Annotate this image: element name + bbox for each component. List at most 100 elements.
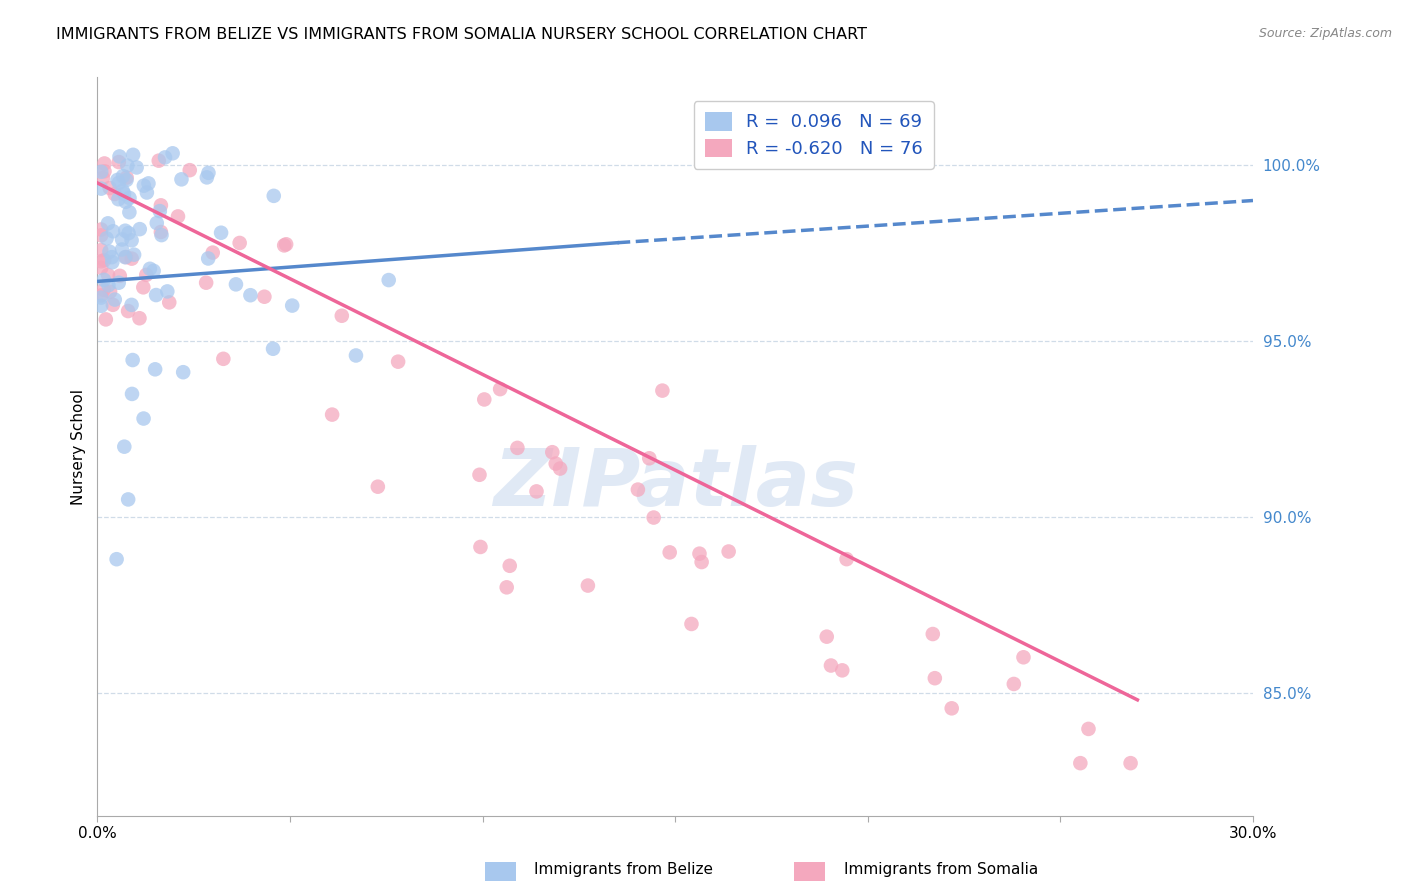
- Point: [145, 288, 167, 302]
- Point: [90, 181, 112, 195]
- Point: [97, 268, 120, 282]
- Legend: R =  0.096   N = 69, R = -0.620   N = 76: R = 0.096 N = 69, R = -0.620 N = 76: [695, 101, 934, 169]
- Point: [149, 225, 172, 239]
- Point: [90, 165, 112, 179]
- Point: [239, 288, 262, 302]
- Point: [115, 170, 138, 185]
- Point: [548, 461, 571, 475]
- Point: [281, 299, 304, 313]
- Point: [112, 169, 135, 183]
- Text: Immigrants from Somalia: Immigrants from Somalia: [844, 863, 1038, 877]
- Point: [472, 392, 495, 407]
- Point: [179, 163, 201, 178]
- Point: [132, 178, 155, 193]
- Point: [121, 252, 143, 266]
- Point: [121, 233, 143, 247]
- Point: [489, 382, 512, 396]
- Point: [157, 295, 180, 310]
- Point: [499, 558, 522, 573]
- Point: [276, 237, 298, 252]
- Point: [90, 291, 112, 305]
- Point: [138, 177, 160, 191]
- Point: [146, 216, 169, 230]
- Point: [835, 552, 858, 566]
- Point: [122, 148, 145, 162]
- Point: [387, 354, 409, 368]
- Point: [101, 224, 124, 238]
- Point: [153, 150, 176, 164]
- Point: [1012, 650, 1035, 665]
- Point: [108, 176, 131, 190]
- Point: [526, 484, 548, 499]
- Point: [367, 480, 389, 494]
- Point: [149, 198, 172, 212]
- Point: [139, 261, 162, 276]
- Point: [93, 283, 115, 297]
- Y-axis label: Nursery School: Nursery School: [72, 389, 86, 505]
- Point: [104, 293, 127, 307]
- Point: [107, 155, 129, 169]
- Point: [132, 411, 155, 425]
- Point: [98, 285, 121, 299]
- Point: [117, 159, 139, 173]
- Point: [263, 189, 285, 203]
- Point: [108, 149, 131, 163]
- Point: [495, 580, 517, 594]
- Point: [228, 235, 250, 250]
- Point: [98, 181, 121, 195]
- Point: [544, 457, 567, 471]
- Point: [150, 228, 173, 243]
- Point: [142, 264, 165, 278]
- Point: [143, 362, 166, 376]
- Point: [104, 186, 127, 201]
- Point: [93, 273, 115, 287]
- Point: [128, 311, 150, 326]
- Point: [132, 280, 155, 294]
- Point: [262, 342, 284, 356]
- Point: [148, 153, 170, 168]
- Point: [128, 222, 150, 236]
- Point: [90, 228, 112, 243]
- Point: [643, 510, 665, 524]
- Point: [1077, 722, 1099, 736]
- Point: [122, 248, 145, 262]
- Point: [688, 547, 710, 561]
- Point: [195, 276, 218, 290]
- Point: [114, 194, 136, 209]
- Point: [225, 277, 247, 292]
- Point: [576, 578, 599, 592]
- Point: [111, 243, 134, 257]
- Point: [101, 255, 124, 269]
- Point: [97, 278, 120, 293]
- Point: [651, 384, 673, 398]
- Point: [156, 285, 179, 299]
- Point: [831, 664, 853, 678]
- Point: [118, 205, 141, 219]
- Point: [97, 216, 120, 230]
- Point: [93, 156, 115, 170]
- Point: [90, 222, 112, 236]
- Text: Source: ZipAtlas.com: Source: ZipAtlas.com: [1258, 27, 1392, 40]
- Point: [253, 290, 276, 304]
- Point: [627, 483, 650, 497]
- Point: [209, 226, 232, 240]
- Point: [117, 304, 139, 318]
- Point: [90, 254, 112, 268]
- Point: [121, 387, 143, 401]
- Point: [921, 627, 943, 641]
- Point: [197, 166, 219, 180]
- Point: [101, 250, 124, 264]
- Point: [90, 288, 112, 302]
- Point: [195, 170, 218, 185]
- Point: [101, 298, 124, 312]
- Point: [94, 312, 117, 326]
- Point: [201, 245, 224, 260]
- Point: [330, 309, 353, 323]
- Point: [820, 658, 842, 673]
- Point: [115, 173, 138, 187]
- Point: [1069, 756, 1091, 771]
- Point: [125, 161, 148, 175]
- Point: [115, 250, 138, 264]
- Point: [98, 244, 121, 259]
- Point: [114, 224, 136, 238]
